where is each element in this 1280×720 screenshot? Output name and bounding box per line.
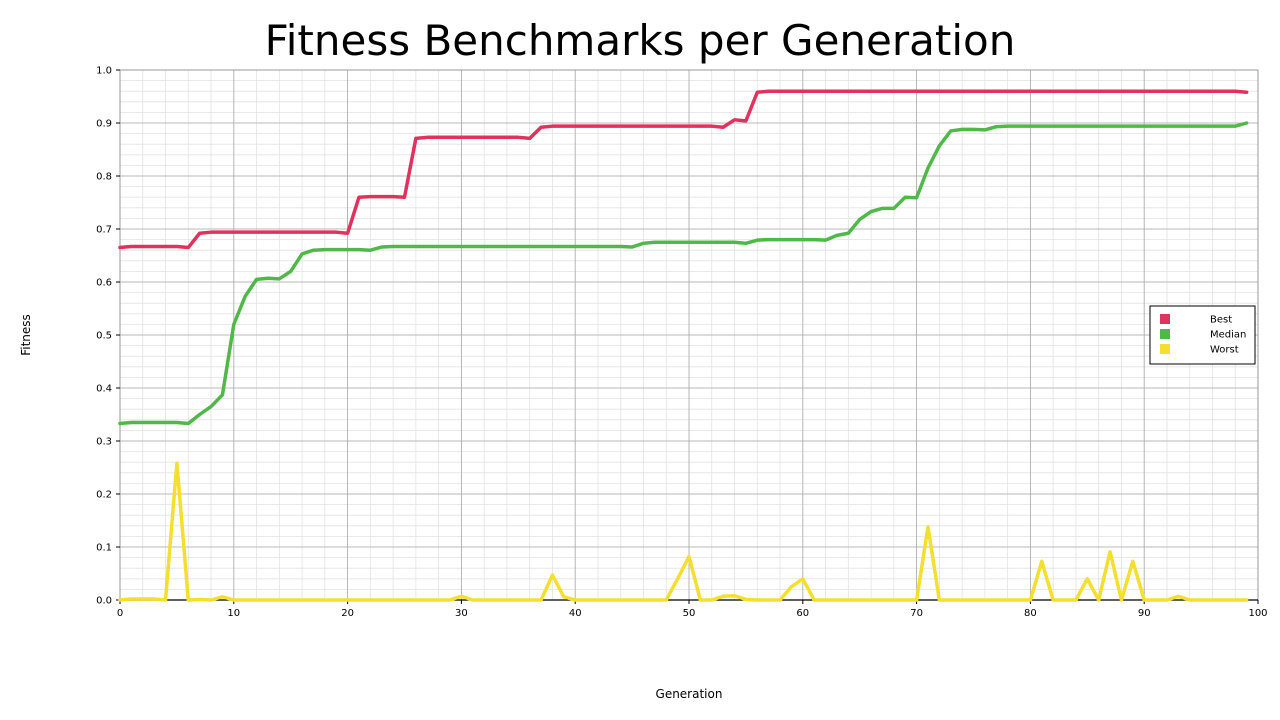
x-tick-label: 60 — [796, 608, 809, 619]
series-line-median — [118, 121, 1249, 426]
x-tick-label: 100 — [1248, 608, 1267, 619]
y-tick-label: 0.2 — [96, 490, 112, 501]
x-tick-label: 20 — [341, 608, 354, 619]
x-axis-label: Generation — [656, 687, 723, 701]
legend-label-worst: Worst — [1210, 345, 1239, 356]
x-tick-label: 80 — [1024, 608, 1037, 619]
x-tick-label: 70 — [910, 608, 923, 619]
x-tick-label: 10 — [227, 608, 240, 619]
y-tick-label: 0.6 — [96, 278, 112, 289]
series-lines — [118, 89, 1249, 602]
legend-label-best: Best — [1210, 315, 1232, 326]
y-tick-label: 0.0 — [96, 596, 112, 607]
x-tick-label: 90 — [1138, 608, 1151, 619]
legend-label-median: Median — [1210, 330, 1246, 341]
y-tick-label: 0.9 — [96, 119, 112, 130]
x-tick-label: 50 — [683, 608, 696, 619]
x-tick-label: 40 — [569, 608, 582, 619]
y-tick-label: 0.5 — [96, 331, 112, 342]
series-line-best — [118, 89, 1249, 250]
legend-swatch-worst — [1160, 344, 1170, 354]
legend: Best Median Worst — [1149, 305, 1256, 365]
y-tick-label: 1.0 — [96, 66, 112, 77]
x-tick-label: 30 — [455, 608, 468, 619]
y-axis-ticks: 0.0 0.1 0.2 0.3 0.4 0.5 0.6 0.7 0.8 0.9 1.0 — [96, 66, 120, 607]
y-tick-label: 0.7 — [96, 225, 112, 236]
chart-title: Fitness Benchmarks per Generation — [264, 16, 1016, 65]
legend-swatch-best — [1160, 314, 1170, 324]
series-line-worst — [118, 461, 1249, 602]
x-axis-ticks: 0 10 20 30 40 50 60 70 80 90 100 — [117, 600, 1268, 619]
y-tick-label: 0.8 — [96, 172, 112, 183]
y-axis-label: Fitness — [19, 314, 33, 356]
major-grid — [119, 69, 1259, 601]
legend-swatch-median — [1160, 329, 1170, 339]
y-tick-label: 0.3 — [96, 437, 112, 448]
x-tick-label: 0 — [117, 608, 123, 619]
y-tick-label: 0.1 — [96, 543, 112, 554]
y-tick-label: 0.4 — [96, 384, 112, 395]
